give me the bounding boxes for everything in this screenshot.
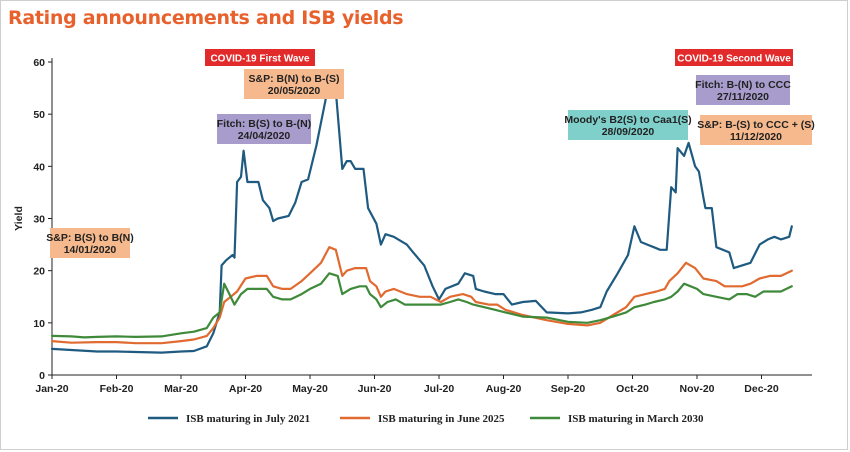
annotation-box — [675, 49, 793, 66]
annotation-2: COVID-19 Second Wave — [675, 49, 793, 66]
x-tick-label: Dec-20 — [744, 383, 779, 395]
x-tick-label: Jun-20 — [358, 383, 392, 395]
series-line-2 — [50, 246, 793, 345]
legend-label: ISB maturing in June 2025 — [378, 413, 505, 425]
annotation-text: COVID-19 Second Wave — [677, 54, 791, 65]
annotation-8: S&P: B-(S) to CCC + (S)11/12/2020 — [697, 115, 815, 145]
annotation-text: COVID-19 First Wave — [210, 54, 310, 65]
annotation-text: 28/09/2020 — [602, 126, 655, 138]
annotation-box — [205, 49, 315, 66]
y-tick-label: 10 — [33, 318, 45, 330]
y-tick-label: 40 — [33, 161, 45, 173]
annotation-text: S&P: B(N) to B-(S) — [249, 73, 340, 85]
annotation-text: Fitch: B(S) to B-(N) — [217, 118, 311, 130]
legend-item-2: ISB maturing in June 2025 — [340, 413, 505, 425]
annotation-4: Fitch: B(S) to B-(N)24/04/2020 — [217, 114, 311, 144]
annotation-box — [700, 115, 812, 145]
annotation-text: 20/05/2020 — [268, 85, 321, 97]
annotation-text: S&P: B(S) to B(N) — [46, 232, 134, 244]
annotation-box — [217, 114, 311, 144]
series-line-1 — [50, 89, 793, 354]
x-tick-label: Sep-20 — [551, 383, 586, 395]
annotation-text: 27/11/2020 — [717, 91, 769, 103]
annotation-text: 11/12/2020 — [730, 131, 782, 143]
annotation-text: 14/01/2020 — [64, 244, 117, 256]
series-line-3 — [50, 272, 793, 339]
x-tick-label: Nov-20 — [679, 383, 714, 395]
annotation-box — [244, 69, 344, 99]
y-tick-label: 60 — [33, 57, 45, 69]
x-tick-label: Jan-20 — [35, 383, 68, 395]
annotation-text: Fitch: B-(N) to CCC — [695, 79, 791, 91]
legend-item-3: ISB maturing in March 2030 — [530, 413, 704, 425]
annotation-3: S&P: B(S) to B(N)14/01/2020 — [46, 228, 134, 258]
x-tick-label: May-20 — [292, 383, 328, 395]
x-tick-label: Oct-20 — [616, 383, 649, 395]
annotation-1: COVID-19 First Wave — [205, 49, 315, 66]
legend-label: ISB maturing in July 2021 — [186, 413, 310, 425]
chart-title: Rating announcements and ISB yields — [8, 7, 404, 29]
x-tick-label: Jul-20 — [424, 383, 455, 395]
x-tick-label: Mar-20 — [164, 383, 198, 395]
annotation-5: S&P: B(N) to B-(S)20/05/2020 — [244, 69, 344, 99]
annotation-text: Moody's B2(S) to Caa1(S) — [564, 114, 691, 126]
legend-label: ISB maturing in March 2030 — [568, 413, 704, 425]
x-tick-label: Feb-20 — [100, 383, 134, 395]
y-axis-label: Yield — [13, 206, 25, 231]
x-tick-label: Aug-20 — [486, 383, 522, 395]
annotation-box — [696, 75, 790, 105]
y-tick-label: 30 — [33, 214, 45, 226]
annotation-box — [568, 110, 688, 140]
x-tick-label: Apr-20 — [229, 383, 262, 395]
y-tick-label: 0 — [39, 370, 45, 382]
y-tick-label: 20 — [33, 266, 45, 278]
annotation-6: Moody's B2(S) to Caa1(S)28/09/2020 — [564, 110, 692, 140]
legend-item-1: ISB maturing in July 2021 — [148, 413, 310, 425]
annotation-text: S&P: B-(S) to CCC + (S) — [697, 119, 815, 131]
annotation-box — [50, 228, 130, 258]
y-tick-label: 50 — [33, 109, 45, 121]
annotation-text: 24/04/2020 — [238, 130, 291, 142]
